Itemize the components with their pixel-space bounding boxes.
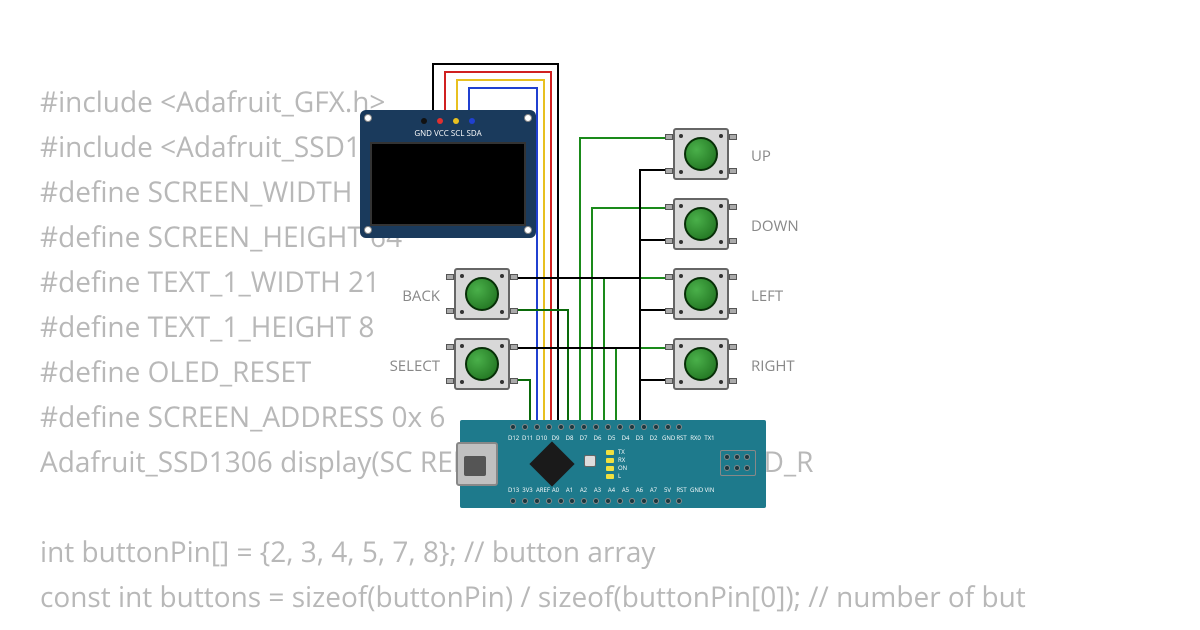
reset-button[interactable]: [584, 455, 596, 467]
led-label: RX: [618, 456, 625, 464]
mcu-chip-icon: [529, 441, 574, 486]
arduino-nano[interactable]: D12D11D10D9D8D7D6D5D4D3D2GNDRSTRX0TX1 D1…: [460, 420, 766, 508]
oled-pin-labels: GND VCC SCL SDA: [414, 128, 481, 139]
oled-display[interactable]: GND VCC SCL SDA: [360, 110, 536, 238]
oled-screen: [370, 142, 526, 226]
code-line: const int buttons = sizeof(buttonPin) / …: [40, 575, 1160, 620]
led-label: TX: [618, 448, 625, 456]
led-tx-icon: [606, 450, 614, 455]
nano-pin-labels-top: D12D11D10D9D8D7D6D5D4D3D2GNDRSTRX0TX1: [508, 434, 715, 442]
button-label-up: UP: [751, 146, 771, 166]
code-line: #define SCREEN_HEIGHT 64: [40, 215, 1160, 260]
code-line: #define SCREEN_WIDTH: [40, 170, 1160, 215]
button-label-down: DOWN: [751, 216, 799, 236]
nano-pin-labels-bottom: D133V3AREFA0A1A2A3A4A5A6A75VRSTGNDVIN: [508, 486, 715, 494]
button-down[interactable]: [665, 194, 737, 254]
led-on-icon: [606, 466, 614, 471]
led-rx-icon: [606, 458, 614, 463]
button-left[interactable]: [665, 264, 737, 324]
code-line: #define TEXT_1_HEIGHT 8: [40, 305, 1160, 350]
button-right[interactable]: [665, 334, 737, 394]
oled-pin-header: [421, 118, 475, 124]
button-label-back: BACK: [386, 286, 440, 306]
code-background: #include <Adafruit_GFX.h> #include <Adaf…: [0, 0, 1200, 630]
button-label-left: LEFT: [751, 286, 783, 306]
button-select[interactable]: [446, 334, 518, 394]
nano-pin-row-bottom: [510, 498, 682, 504]
button-back[interactable]: [446, 264, 518, 324]
code-line: int buttonPin[] = {2, 3, 4, 5, 7, 8}; //…: [40, 530, 1160, 575]
nano-pin-row-top: [510, 424, 682, 430]
led-label: ON: [618, 464, 627, 472]
led-label: L: [618, 472, 621, 480]
led-l-icon: [606, 474, 614, 479]
isp-header: [720, 450, 756, 476]
code-line: #include <Adafruit_SSD1: [40, 125, 1160, 170]
button-label-right: RIGHT: [751, 356, 795, 376]
code-line: #include <Adafruit_GFX.h>: [40, 80, 1160, 125]
code-line: #define TEXT_1_WIDTH 21: [40, 260, 1160, 305]
usb-port-icon: [456, 442, 498, 486]
button-label-select: SELECT: [386, 356, 440, 376]
button-up[interactable]: [665, 124, 737, 184]
code-line: #define OLED_RESET: [40, 350, 1160, 395]
